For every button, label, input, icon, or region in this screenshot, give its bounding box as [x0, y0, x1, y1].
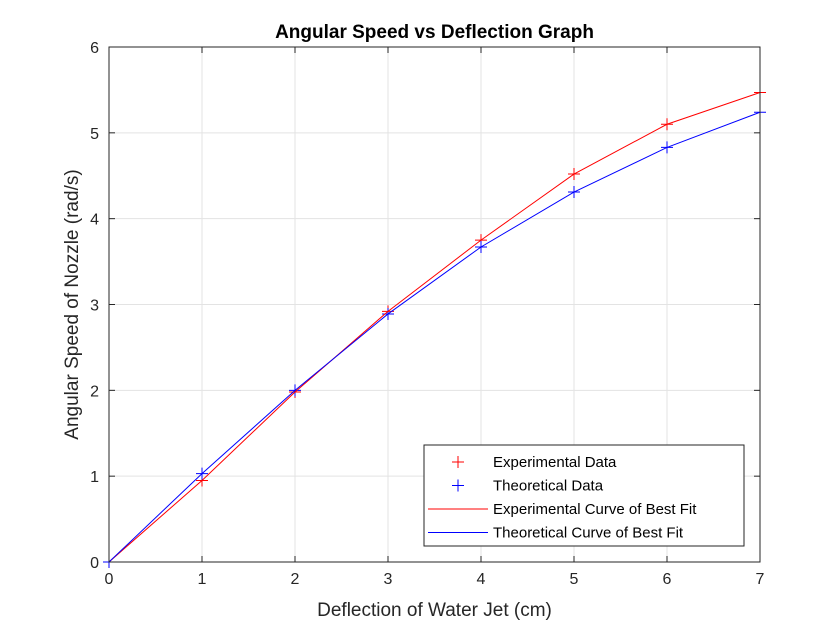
legend-label: Theoretical Curve of Best Fit: [493, 525, 684, 542]
series-line: [108, 92, 761, 563]
legend-box: [423, 444, 745, 547]
series-layer: [103, 86, 766, 568]
y-tick-label: 3: [90, 298, 99, 315]
tick-labels: 0 1 2 3 4 5 6 7 0 1 2 3 4 5 6: [90, 40, 764, 588]
legend-entry: Theoretical Curve of Best Fit: [428, 525, 684, 542]
y-tick-label: 2: [90, 383, 99, 400]
x-tick-label: 5: [570, 571, 579, 588]
legend-label: Experimental Curve of Best Fit: [493, 501, 697, 518]
x-tick-label: 3: [384, 571, 393, 588]
legend-marker-swatch: [452, 456, 464, 468]
x-tick-label: 4: [477, 571, 486, 588]
legend-label: Theoretical Data: [493, 478, 604, 495]
legend-label: Experimental Data: [493, 454, 617, 471]
series-line: [108, 111, 761, 563]
legend-entry: Theoretical Data: [452, 478, 604, 495]
x-tick-label: 2: [291, 571, 300, 588]
y-tick-label: 1: [90, 469, 99, 486]
x-tick-label: 1: [198, 571, 207, 588]
chart-title: Angular Speed vs Deflection Graph: [275, 22, 594, 43]
legend: Experimental Data Theoretical Data Experim…: [423, 444, 745, 547]
legend-entry: Experimental Curve of Best Fit: [428, 501, 697, 518]
y-tick-label: 4: [90, 212, 99, 229]
series-line-3: [108, 111, 761, 563]
x-tick-label: 0: [105, 571, 114, 588]
y-tick-label: 0: [90, 555, 99, 572]
legend-entry: Experimental Data: [452, 454, 617, 471]
x-axis-label: Deflection of Water Jet (cm): [317, 600, 552, 621]
x-tick-label: 7: [756, 571, 765, 588]
legend-marker-swatch: [452, 479, 464, 492]
ticks: [108, 46, 761, 563]
y-tick-label: 5: [90, 126, 99, 143]
y-axis-label: Angular Speed of Nozzle (rad/s): [62, 169, 83, 439]
y-tick-label: 6: [90, 40, 99, 57]
x-tick-label: 6: [663, 571, 672, 588]
legend-items: Experimental Data Theoretical Data Experim…: [428, 454, 697, 542]
series-line-2: [108, 92, 761, 563]
